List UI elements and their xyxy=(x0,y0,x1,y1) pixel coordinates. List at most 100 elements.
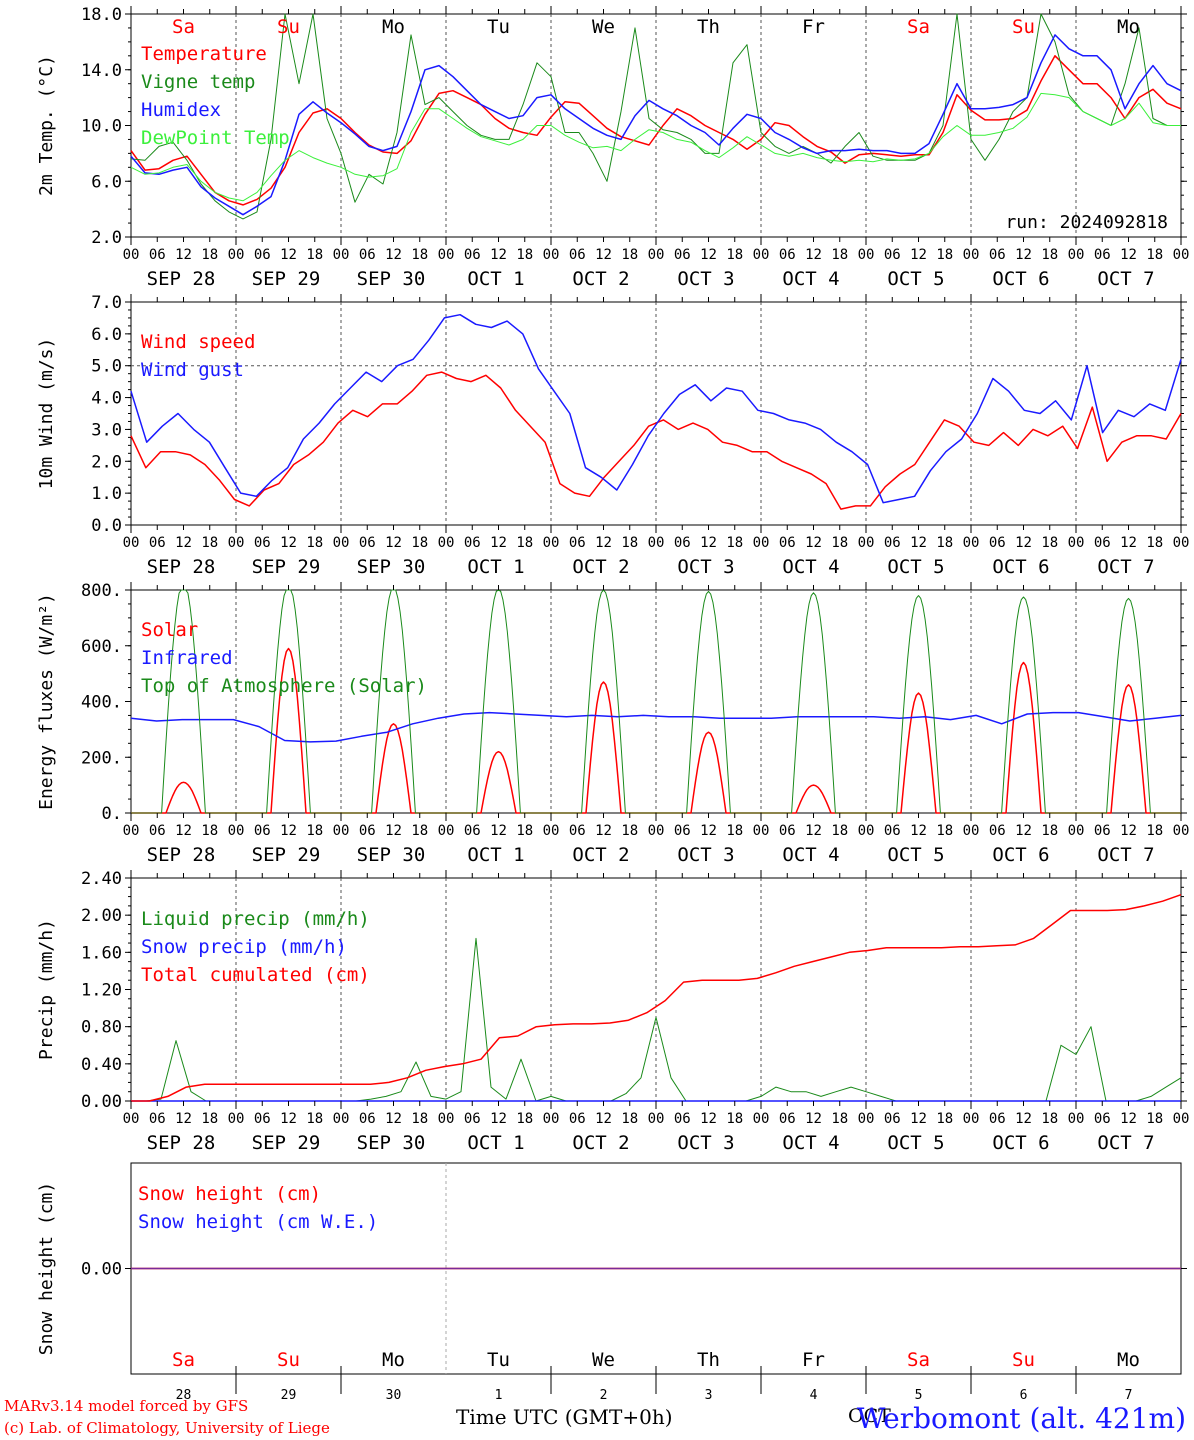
hour-tick-label: 18 xyxy=(831,1111,848,1127)
hour-tick-label: 18 xyxy=(1146,247,1163,263)
x-axis-label: Time UTC (GMT+0h) xyxy=(456,1405,673,1429)
hour-tick-label: 12 xyxy=(805,1111,822,1127)
hour-tick-label: 00 xyxy=(543,823,560,839)
hour-tick-label: 12 xyxy=(595,535,612,551)
hour-tick-label: 06 xyxy=(884,535,901,551)
hour-tick-label: 00 xyxy=(228,247,245,263)
hour-tick-label: 00 xyxy=(963,1111,980,1127)
hour-tick-label: 06 xyxy=(989,1111,1006,1127)
date-label: SEP 29 xyxy=(252,1132,321,1154)
date-label: OCT 2 xyxy=(572,1132,629,1154)
hour-tick-label: 12 xyxy=(490,823,507,839)
hour-tick-label: 18 xyxy=(936,1111,953,1127)
y-axis-label: 2m Temp. (°C) xyxy=(36,55,57,196)
hour-tick-label: 18 xyxy=(201,823,218,839)
hour-tick-label: 18 xyxy=(201,247,218,263)
hour-tick-label: 00 xyxy=(1173,535,1190,551)
hour-tick-label: 18 xyxy=(1146,1111,1163,1127)
weekday-label: Su xyxy=(277,1349,300,1371)
day-number-label: 2 xyxy=(600,1388,608,1403)
hour-tick-label: 06 xyxy=(149,823,166,839)
y-tick-label: 10.0 xyxy=(81,117,122,137)
hour-tick-label: 18 xyxy=(516,247,533,263)
date-label: OCT 1 xyxy=(467,844,524,866)
weekday-label: Th xyxy=(697,16,720,38)
hour-tick-label: 06 xyxy=(254,247,271,263)
hour-tick-label: 06 xyxy=(779,535,796,551)
legend-entry: Wind speed xyxy=(141,331,255,353)
hour-tick-label: 06 xyxy=(149,535,166,551)
date-label: OCT 3 xyxy=(677,844,734,866)
hour-tick-label: 18 xyxy=(516,823,533,839)
hour-tick-label: 12 xyxy=(1015,535,1032,551)
hour-tick-label: 00 xyxy=(963,247,980,263)
hour-tick-label: 12 xyxy=(1015,247,1032,263)
hour-tick-label: 06 xyxy=(359,823,376,839)
y-axis-label: Precip (mm/h) xyxy=(36,919,57,1060)
hour-tick-label: 00 xyxy=(228,535,245,551)
hour-tick-label: 06 xyxy=(674,1111,691,1127)
hour-tick-label: 00 xyxy=(1173,247,1190,263)
day-number-label: 1 xyxy=(495,1388,503,1403)
hour-tick-label: 00 xyxy=(648,535,665,551)
hour-tick-label: 00 xyxy=(648,1111,665,1127)
hour-tick-label: 00 xyxy=(438,1111,455,1127)
plot-frame xyxy=(130,301,1182,526)
model-credit: MARv3.14 model forced by GFS xyxy=(4,1397,249,1415)
hour-tick-label: 12 xyxy=(280,823,297,839)
hour-tick-label: 12 xyxy=(595,247,612,263)
y-tick-label: 800. xyxy=(81,581,122,601)
hour-tick-label: 00 xyxy=(1068,1111,1085,1127)
legend-entry: Snow precip (mm/h) xyxy=(141,936,347,958)
legend-entry: Total cumulated (cm) xyxy=(141,964,370,986)
date-label: SEP 28 xyxy=(147,556,216,578)
hour-tick-label: 12 xyxy=(1120,823,1137,839)
panel-4 xyxy=(125,870,1187,1109)
weekday-label: Sa xyxy=(907,16,930,38)
hour-tick-label: 06 xyxy=(989,823,1006,839)
legend-entry: Infrared xyxy=(141,647,233,669)
hour-tick-label: 00 xyxy=(753,823,770,839)
hour-tick-label: 18 xyxy=(936,535,953,551)
date-label: OCT 2 xyxy=(572,268,629,290)
hour-tick-label: 18 xyxy=(306,247,323,263)
date-label: OCT 6 xyxy=(992,268,1049,290)
y-axis-label: 10m Wind (m/s) xyxy=(36,338,57,490)
date-label: OCT 7 xyxy=(1097,556,1154,578)
hour-tick-label: 18 xyxy=(1041,823,1058,839)
hour-tick-label: 00 xyxy=(438,535,455,551)
hour-tick-label: 12 xyxy=(1120,1111,1137,1127)
y-tick-label: 2.0 xyxy=(91,228,122,248)
day-number-label: 6 xyxy=(1020,1388,1028,1403)
hour-tick-label: 00 xyxy=(123,1111,140,1127)
station-name: Werbomont (alt. 421m) xyxy=(856,1402,1186,1435)
series-line-wind-gust xyxy=(130,313,1182,504)
y-tick-label: 1.0 xyxy=(91,484,122,504)
date-label: OCT 6 xyxy=(992,1132,1049,1154)
date-label: SEP 29 xyxy=(252,844,321,866)
hour-tick-label: 12 xyxy=(1015,1111,1032,1127)
day-number-label: 7 xyxy=(1125,1388,1133,1403)
hour-tick-label: 06 xyxy=(254,1111,271,1127)
series-line-wind-speed xyxy=(130,371,1182,510)
series-line-top-of-atmosphere-solar- xyxy=(131,589,1181,814)
y-tick-label: 14.0 xyxy=(81,61,122,81)
plot-frame xyxy=(130,589,1182,814)
hour-tick-label: 06 xyxy=(569,247,586,263)
hour-tick-label: 18 xyxy=(1041,535,1058,551)
hour-tick-label: 00 xyxy=(1068,535,1085,551)
hour-tick-label: 06 xyxy=(779,247,796,263)
hour-tick-label: 18 xyxy=(516,1111,533,1127)
hour-tick-label: 00 xyxy=(1068,247,1085,263)
hour-tick-label: 12 xyxy=(385,823,402,839)
series-line-dewpoint-temp xyxy=(130,92,1181,202)
hour-tick-label: 18 xyxy=(726,535,743,551)
y-tick-label: 18.0 xyxy=(81,5,122,25)
hour-tick-label: 12 xyxy=(280,247,297,263)
hour-tick-label: 00 xyxy=(858,247,875,263)
date-label: SEP 28 xyxy=(147,268,216,290)
hour-tick-label: 12 xyxy=(385,1111,402,1127)
hour-tick-label: 18 xyxy=(516,535,533,551)
hour-tick-label: 06 xyxy=(1094,823,1111,839)
